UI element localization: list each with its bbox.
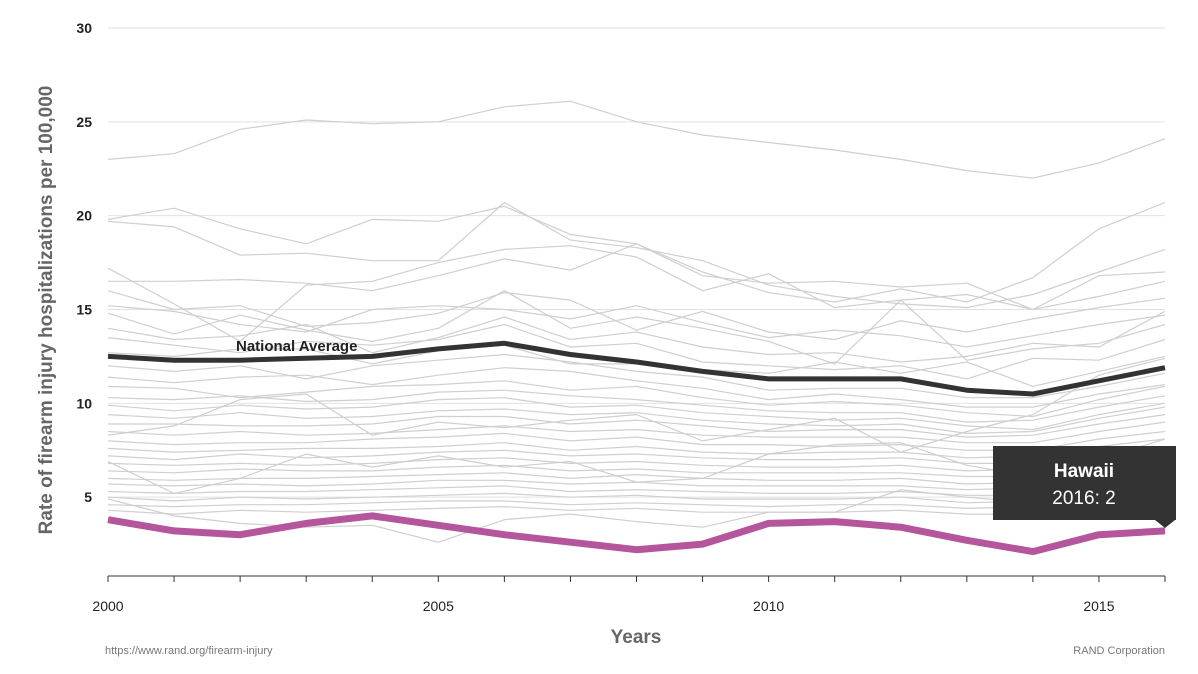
tooltip-title: Hawaii bbox=[1054, 461, 1114, 482]
state-series-line[interactable] bbox=[108, 243, 1166, 311]
hawaii-series bbox=[107, 512, 1166, 556]
state-series-line[interactable] bbox=[107, 323, 1166, 380]
x-tick-2015: 2015 bbox=[1083, 598, 1114, 614]
state-series-line[interactable] bbox=[107, 406, 1166, 435]
state-series-line[interactable] bbox=[107, 438, 1166, 495]
credit-text: RAND Corporation bbox=[1073, 645, 1165, 657]
state-series-line[interactable] bbox=[107, 489, 1166, 504]
state-series-line[interactable] bbox=[107, 201, 1166, 309]
x-axis-title: Years bbox=[611, 627, 662, 648]
state-series-line[interactable] bbox=[107, 496, 1166, 510]
state-series-line[interactable] bbox=[107, 357, 1166, 453]
state-series-line[interactable] bbox=[107, 421, 1166, 444]
hawaii-line[interactable] bbox=[107, 512, 1166, 556]
state-series-line[interactable] bbox=[108, 414, 1166, 438]
state-series-line[interactable] bbox=[107, 468, 1166, 485]
state-series-line[interactable] bbox=[107, 290, 1166, 365]
x-tick-2010: 2010 bbox=[753, 598, 784, 614]
y-tick-30: 30 bbox=[76, 20, 92, 36]
y-tick-labels: 5 10 15 20 25 30 bbox=[76, 20, 92, 505]
state-series-line[interactable] bbox=[107, 481, 1166, 496]
x-tick-2000: 2000 bbox=[92, 598, 123, 614]
source-url[interactable]: https://www.rand.org/firearm-injury bbox=[105, 645, 273, 657]
state-series-line[interactable] bbox=[107, 201, 1166, 303]
state-series-line[interactable] bbox=[107, 460, 1166, 478]
state-series-line[interactable] bbox=[107, 389, 1166, 423]
state-series-line[interactable] bbox=[107, 353, 1166, 399]
national-average-label: National Average bbox=[236, 338, 357, 355]
y-tick-25: 25 bbox=[76, 114, 92, 130]
y-tick-15: 15 bbox=[76, 302, 92, 318]
state-series-line[interactable] bbox=[107, 397, 1166, 431]
state-series-line[interactable] bbox=[107, 290, 1166, 341]
state-series-group bbox=[107, 100, 1166, 543]
national-average-series bbox=[107, 340, 1166, 397]
state-series-line[interactable] bbox=[107, 445, 1166, 464]
y-tick-10: 10 bbox=[76, 395, 92, 411]
state-series-line[interactable] bbox=[107, 504, 1166, 515]
gridlines bbox=[108, 27, 1165, 498]
state-series-line[interactable] bbox=[107, 100, 1166, 179]
y-tick-20: 20 bbox=[76, 208, 92, 224]
state-series-line[interactable] bbox=[107, 245, 1166, 343]
national-average-line[interactable] bbox=[107, 340, 1166, 397]
y-axis-title: Rate of firearm injury hospitalizations … bbox=[36, 86, 57, 535]
y-tick-5: 5 bbox=[84, 489, 92, 505]
state-series-line[interactable] bbox=[107, 305, 1166, 348]
state-series-line[interactable] bbox=[107, 438, 1166, 459]
x-tick-2005: 2005 bbox=[423, 598, 454, 614]
state-series-line[interactable] bbox=[107, 453, 1166, 472]
x-axis: 2000 2005 2010 2015 bbox=[92, 575, 1166, 614]
state-series-line[interactable] bbox=[107, 430, 1166, 451]
tooltip-pointer bbox=[1155, 520, 1175, 528]
tooltip-box bbox=[993, 446, 1176, 520]
state-series-line[interactable] bbox=[107, 310, 1166, 363]
state-series-line[interactable] bbox=[107, 367, 1166, 408]
state-series-line[interactable] bbox=[107, 380, 1166, 418]
tooltip-value: 2016: 2 bbox=[1052, 488, 1115, 509]
tooltip: Hawaii 2016: 2 bbox=[993, 446, 1176, 528]
